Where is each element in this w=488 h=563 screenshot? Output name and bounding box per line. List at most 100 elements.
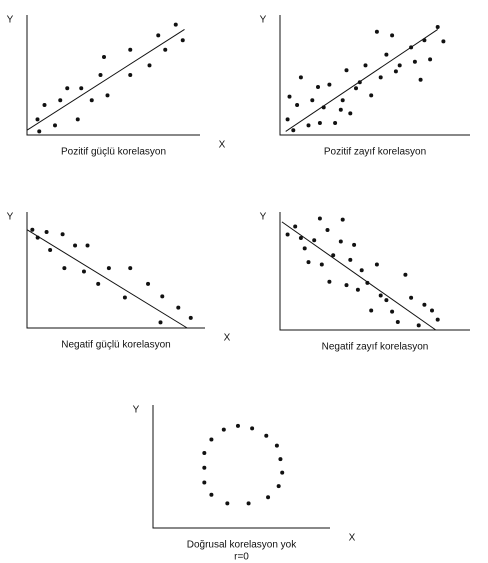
data-point bbox=[395, 319, 400, 324]
chart-title: Negatif zayıf korelasyon bbox=[322, 342, 429, 353]
data-point bbox=[98, 73, 103, 77]
data-point bbox=[285, 117, 290, 122]
data-point bbox=[435, 317, 440, 322]
data-point bbox=[369, 93, 374, 98]
data-point bbox=[298, 236, 303, 240]
data-point bbox=[156, 33, 161, 38]
data-point bbox=[128, 266, 133, 271]
data-point bbox=[202, 480, 207, 485]
data-point bbox=[384, 298, 389, 303]
data-point bbox=[306, 260, 311, 265]
data-point bbox=[302, 246, 307, 251]
data-point bbox=[390, 33, 395, 38]
data-point bbox=[321, 105, 326, 110]
data-point bbox=[352, 242, 357, 247]
data-point bbox=[75, 117, 80, 122]
chart-title: Pozitif güçlü korelasyon bbox=[61, 147, 166, 158]
y-axis-label: Y bbox=[7, 212, 14, 223]
data-point bbox=[369, 308, 374, 313]
data-point bbox=[44, 229, 49, 234]
data-point bbox=[295, 103, 300, 107]
data-point bbox=[428, 57, 433, 62]
data-point bbox=[355, 287, 360, 292]
data-point bbox=[225, 501, 230, 506]
data-point bbox=[316, 85, 320, 89]
data-point bbox=[422, 302, 427, 307]
data-point bbox=[65, 86, 70, 91]
data-point bbox=[264, 433, 269, 438]
data-point bbox=[235, 423, 240, 428]
data-point bbox=[280, 470, 285, 475]
data-point bbox=[81, 269, 86, 274]
data-point bbox=[293, 224, 298, 229]
data-point bbox=[441, 39, 446, 44]
data-point bbox=[327, 279, 332, 284]
chart-title: Negatif güçlü korelasyon bbox=[61, 340, 171, 351]
data-point bbox=[221, 427, 226, 432]
data-point bbox=[340, 217, 345, 222]
y-axis-label: Y bbox=[133, 405, 140, 416]
data-point bbox=[310, 98, 315, 103]
data-point bbox=[274, 443, 279, 448]
data-point bbox=[180, 38, 185, 43]
data-point bbox=[359, 268, 364, 273]
data-point bbox=[209, 437, 214, 442]
data-point bbox=[340, 98, 345, 103]
data-point bbox=[344, 283, 349, 288]
data-point bbox=[384, 52, 389, 57]
x-axis-label: X bbox=[349, 533, 356, 544]
data-point bbox=[331, 253, 336, 258]
data-point bbox=[285, 232, 290, 237]
data-point bbox=[42, 103, 47, 107]
data-point bbox=[105, 93, 110, 98]
data-point bbox=[160, 294, 165, 299]
data-point bbox=[209, 492, 214, 497]
data-point bbox=[363, 63, 368, 68]
data-point bbox=[348, 257, 353, 262]
data-point bbox=[202, 465, 207, 470]
x-axis-label: X bbox=[219, 140, 226, 151]
data-point bbox=[333, 121, 338, 125]
data-point bbox=[298, 75, 303, 80]
y-axis-label: Y bbox=[260, 212, 267, 223]
data-point bbox=[374, 262, 379, 267]
trend-line bbox=[26, 28, 185, 131]
data-point bbox=[409, 45, 414, 50]
data-point bbox=[403, 272, 408, 277]
data-point bbox=[416, 323, 421, 328]
data-point bbox=[163, 47, 168, 52]
trend-line bbox=[26, 229, 188, 329]
data-point bbox=[325, 227, 330, 232]
data-point bbox=[30, 227, 35, 232]
data-point bbox=[397, 63, 402, 68]
data-point bbox=[35, 235, 40, 240]
data-point bbox=[79, 86, 84, 91]
data-point bbox=[338, 239, 343, 244]
data-point bbox=[60, 232, 65, 237]
data-point bbox=[53, 123, 57, 128]
data-point bbox=[128, 73, 133, 77]
data-point bbox=[317, 121, 322, 125]
data-point bbox=[246, 501, 251, 506]
data-point bbox=[319, 262, 324, 267]
data-point bbox=[58, 98, 63, 103]
data-point bbox=[354, 86, 358, 91]
data-point bbox=[176, 305, 181, 310]
data-point bbox=[365, 280, 370, 285]
chart-subtitle: r=0 bbox=[234, 552, 249, 563]
chart-title: Pozitif zayıf korelasyon bbox=[324, 147, 426, 158]
data-point bbox=[378, 293, 383, 298]
data-point bbox=[390, 309, 395, 314]
data-point bbox=[96, 281, 101, 286]
data-point bbox=[48, 248, 53, 253]
data-point bbox=[102, 55, 106, 59]
data-point bbox=[278, 457, 283, 462]
data-point bbox=[418, 77, 423, 82]
data-point bbox=[412, 59, 417, 64]
data-point bbox=[266, 495, 271, 500]
data-point bbox=[317, 216, 322, 221]
data-point bbox=[276, 484, 281, 489]
x-axis-label: X bbox=[224, 333, 231, 344]
data-point bbox=[122, 295, 127, 300]
data-point bbox=[357, 80, 362, 85]
